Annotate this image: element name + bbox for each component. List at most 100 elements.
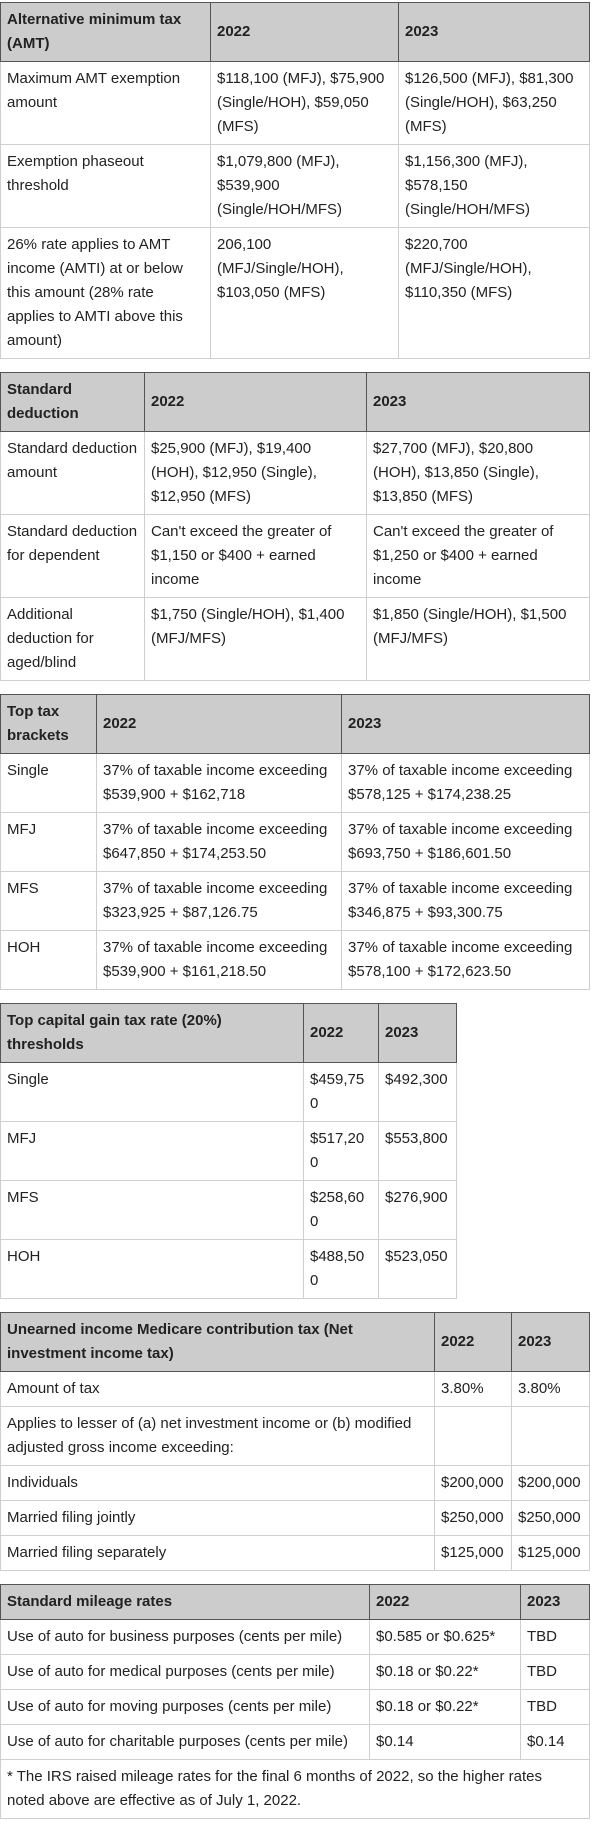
cell: Use of auto for medical purposes (cents … — [0, 1654, 370, 1690]
cell: 3.80% — [511, 1371, 590, 1407]
cell: MFJ — [0, 1121, 304, 1181]
cell: MFS — [0, 1180, 304, 1240]
cell: $125,000 — [434, 1535, 512, 1571]
cell: $0.18 or $0.22* — [369, 1689, 521, 1725]
cell: HOH — [0, 1239, 304, 1299]
row: 26% rate applies to AMT income (AMTI) at… — [0, 227, 590, 359]
cell: Married filing separately — [0, 1535, 435, 1571]
cell: $200,000 — [434, 1465, 512, 1501]
row: MFJ $517,200 $553,800 — [0, 1121, 457, 1181]
cell: $258,600 — [303, 1180, 379, 1240]
row: MFS $258,600 $276,900 — [0, 1180, 457, 1240]
table: Alternative minimum tax (AMT) 2022 2023 Max… — [0, 2, 590, 359]
header-cell: Top capital gain tax rate (20%) threshol… — [0, 1003, 304, 1063]
cell: Maximum AMT exemption amount — [0, 61, 211, 145]
cell: 37% of taxable income exceeding $323,925… — [96, 871, 342, 931]
cell: $200,000 — [511, 1465, 590, 1501]
cell: 37% of taxable income exceeding $346,875… — [341, 871, 590, 931]
cell: Can't exceed the greater of $1,150 or $4… — [144, 514, 367, 598]
cell: $523,050 — [378, 1239, 457, 1299]
cell: $459,750 — [303, 1062, 379, 1122]
row: Use of auto for business purposes (cents… — [0, 1619, 590, 1655]
row: Standard deduction for dependent Can't ex… — [0, 514, 590, 598]
cell: Standard deduction amount — [0, 431, 145, 515]
cell: $553,800 — [378, 1121, 457, 1181]
header-cell: Standard mileage rates — [0, 1584, 370, 1620]
header-row: Alternative minimum tax (AMT) 2022 2023 — [0, 2, 590, 62]
row: Use of auto for medical purposes (cents … — [0, 1654, 590, 1690]
header-cell: 2022 — [144, 372, 367, 432]
cell: TBD — [520, 1654, 590, 1690]
cell: 206,100 (MFJ/Single/HOH), $103,050 (MFS) — [210, 227, 399, 359]
cell: 3.80% — [434, 1371, 512, 1407]
row: Married filing jointly $250,000 $250,000 — [0, 1500, 590, 1536]
header-cell: 2022 — [369, 1584, 521, 1620]
header-cell: Top tax brackets — [0, 694, 97, 754]
header-row: Top capital gain tax rate (20%) threshol… — [0, 1003, 457, 1063]
cell: 37% of taxable income exceeding $578,100… — [341, 930, 590, 990]
cell: $488,500 — [303, 1239, 379, 1299]
header-cell: 2023 — [511, 1312, 590, 1372]
table: Standard deduction 2022 2023 Standard deduc… — [0, 372, 590, 681]
cell: $1,850 (Single/HOH), $1,500 (MFJ/MFS) — [366, 597, 590, 681]
cell: 37% of taxable income exceeding $647,850… — [96, 812, 342, 872]
cell: Exemption phaseout threshold — [0, 144, 211, 228]
cell: $250,000 — [511, 1500, 590, 1536]
cell: $27,700 (MFJ), $20,800 (HOH), $13,850 (S… — [366, 431, 590, 515]
row: Individuals $200,000 $200,000 — [0, 1465, 590, 1501]
table: Top tax brackets 2022 2023 Single 37% of tax… — [0, 694, 590, 990]
header-row: Unearned income Medicare contribution ta… — [0, 1312, 590, 1372]
header-row: Top tax brackets 2022 2023 — [0, 694, 590, 754]
cell: Married filing jointly — [0, 1500, 435, 1536]
cell: TBD — [520, 1619, 590, 1655]
cell: Use of auto for moving purposes (cents p… — [0, 1689, 370, 1725]
header-cell: 2023 — [520, 1584, 590, 1620]
cell: 26% rate applies to AMT income (AMTI) at… — [0, 227, 211, 359]
empty-cell — [511, 1406, 590, 1466]
header-cell: 2022 — [96, 694, 342, 754]
table: Top capital gain tax rate (20%) threshol… — [0, 1003, 457, 1299]
cell: Standard deduction for dependent — [0, 514, 145, 598]
row: Applies to lesser of (a) net investment … — [0, 1406, 590, 1466]
cell: Use of auto for business purposes (cents… — [0, 1619, 370, 1655]
cell: MFJ — [0, 812, 97, 872]
row: Single $459,750 $492,300 — [0, 1062, 457, 1122]
header-cell: 2022 — [434, 1312, 512, 1372]
cell: $0.585 or $0.625* — [369, 1619, 521, 1655]
cell: $0.18 or $0.22* — [369, 1654, 521, 1690]
header-row: Standard mileage rates 2022 2023 — [0, 1584, 590, 1620]
row: MFJ 37% of taxable income exceeding $647,… — [0, 812, 590, 872]
table: Standard mileage rates 2022 2023 Use of aut… — [0, 1584, 590, 1819]
cell: TBD — [520, 1689, 590, 1725]
cell: $25,900 (MFJ), $19,400 (HOH), $12,950 (S… — [144, 431, 367, 515]
cell: Amount of tax — [0, 1371, 435, 1407]
cell: $126,500 (MFJ), $81,300 (Single/HOH), $6… — [398, 61, 590, 145]
cell: Can't exceed the greater of $1,250 or $4… — [366, 514, 590, 598]
table: Unearned income Medicare contribution ta… — [0, 1312, 590, 1571]
cell: $0.14 — [369, 1724, 521, 1760]
header-cell: 2023 — [341, 694, 590, 754]
footnote-row: * The IRS raised mileage rates for the f… — [0, 1759, 590, 1819]
row: Additional deduction for aged/blind $1,75… — [0, 597, 590, 681]
cell: $250,000 — [434, 1500, 512, 1536]
empty-cell — [434, 1406, 512, 1466]
header-row: Standard deduction 2022 2023 — [0, 372, 590, 432]
cell: Single — [0, 753, 97, 813]
cell: 37% of taxable income exceeding $578,125… — [341, 753, 590, 813]
row: Maximum AMT exemption amount $118,100 (MF… — [0, 61, 590, 145]
cell: $1,079,800 (MFJ), $539,900 (Single/HOH/M… — [210, 144, 399, 228]
row: HOH 37% of taxable income exceeding $539,… — [0, 930, 590, 990]
row: Use of auto for moving purposes (cents p… — [0, 1689, 590, 1725]
cell: $125,000 — [511, 1535, 590, 1571]
cell: 37% of taxable income exceeding $539,900… — [96, 753, 342, 813]
cell: $220,700 (MFJ/Single/HOH), $110,350 (MFS… — [398, 227, 590, 359]
cell: $118,100 (MFJ), $75,900 (Single/HOH), $5… — [210, 61, 399, 145]
header-cell: 2023 — [366, 372, 590, 432]
footnote: * The IRS raised mileage rates for the f… — [0, 1759, 590, 1819]
cell: $492,300 — [378, 1062, 457, 1122]
cell: $1,156,300 (MFJ), $578,150 (Single/HOH/M… — [398, 144, 590, 228]
cell: Single — [0, 1062, 304, 1122]
cell: $517,200 — [303, 1121, 379, 1181]
